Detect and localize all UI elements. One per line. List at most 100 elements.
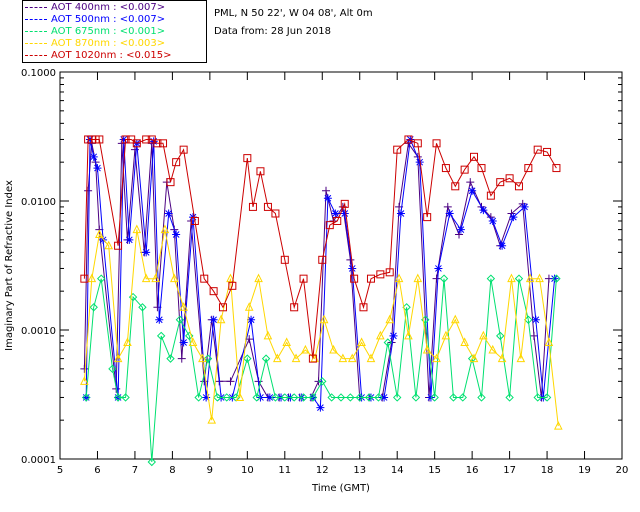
data-point [422, 344, 432, 354]
data-point [535, 273, 544, 283]
data-point [147, 457, 157, 467]
legend-item-675nm: AOT 675nm : <0.001> [25, 26, 165, 38]
data-point [87, 273, 97, 283]
data-point [445, 209, 454, 218]
data-point [385, 268, 394, 277]
data-point [213, 393, 222, 402]
legend-item-400nm: AOT 400nm : <0.007> [25, 2, 165, 14]
site-info: PML, N 50 22', W 04 08', Alt 0m [214, 8, 373, 19]
data-point [470, 152, 479, 161]
legend: AOT 400nm : <0.007> AOT 500nm : <0.007> … [22, 0, 207, 63]
data-point [357, 337, 366, 347]
data-point [359, 303, 368, 312]
data-point [392, 393, 402, 402]
data-point [348, 264, 357, 273]
x-tick-label: 16 [466, 465, 479, 476]
data-point [498, 241, 507, 250]
data-point [248, 202, 257, 211]
data-point [263, 330, 273, 340]
data-point [451, 182, 460, 191]
data-point [374, 393, 383, 402]
data-point [207, 415, 217, 424]
x-tick-label: 10 [241, 465, 254, 476]
data-point [507, 273, 516, 283]
data-point [366, 274, 375, 283]
x-tick-label: 17 [503, 465, 516, 476]
x-tick-label: 11 [278, 465, 291, 476]
x-tick-label: 8 [169, 465, 175, 476]
data-point [244, 302, 254, 311]
data-point [247, 315, 256, 324]
data-point [318, 377, 327, 386]
data-point [434, 264, 443, 273]
data-point [261, 354, 271, 363]
legend-label-870nm: AOT 870nm : <0.003> [51, 38, 166, 49]
data-point [289, 393, 299, 402]
data-point [185, 331, 194, 341]
data-point [331, 209, 340, 218]
data-point [423, 213, 432, 222]
data-point [121, 135, 130, 144]
x-tick-label: 13 [353, 465, 366, 476]
data-point [432, 274, 441, 283]
x-tick-label: 15 [428, 465, 441, 476]
data-point [194, 393, 203, 402]
legend-label-1020nm: AOT 1020nm : <0.015> [51, 50, 172, 61]
data-point [318, 255, 327, 264]
data-point [385, 314, 395, 324]
data-point [179, 145, 188, 154]
data-point [308, 393, 318, 402]
data-point [411, 393, 421, 402]
data-point [228, 281, 237, 290]
legend-item-1020nm: AOT 1020nm : <0.015> [25, 50, 171, 62]
data-point [95, 229, 104, 238]
data-point [329, 344, 338, 354]
data-point [552, 274, 561, 283]
data-point [263, 202, 272, 211]
data-point [413, 273, 423, 283]
data-point [80, 274, 89, 283]
data-point [93, 164, 102, 173]
data-point [396, 209, 405, 218]
data-point [336, 393, 346, 402]
data-point [415, 158, 424, 167]
data-point [404, 135, 413, 144]
data-point [108, 364, 117, 374]
data-point [525, 273, 535, 283]
data-point [355, 393, 364, 402]
data-point [299, 393, 308, 402]
data-point [97, 274, 106, 283]
data-point [468, 186, 477, 195]
data-point [226, 377, 235, 386]
data-point [327, 393, 336, 402]
data-point [271, 393, 280, 402]
data-point [439, 274, 449, 283]
data-point [99, 235, 108, 244]
data-point [553, 420, 563, 430]
data-point [432, 139, 441, 148]
data-point [113, 393, 123, 402]
data-point [209, 287, 218, 296]
legend-swatch-675nm [25, 30, 47, 32]
data-point [497, 353, 507, 363]
data-point [80, 376, 89, 385]
data-point [488, 344, 498, 354]
data-point [333, 216, 342, 225]
data-point [346, 393, 355, 402]
data-point [282, 337, 291, 347]
legend-label-675nm: AOT 675nm : <0.001> [51, 26, 166, 37]
data-point [394, 273, 404, 283]
data-point [479, 330, 488, 340]
data-point [290, 303, 299, 312]
data-point [505, 174, 514, 183]
data-point [460, 165, 469, 174]
data-point [151, 273, 160, 283]
data-point [460, 337, 469, 347]
data-point [505, 393, 514, 402]
data-point [319, 314, 329, 324]
x-axis-label: Time (GMT) [311, 483, 370, 494]
data-point [516, 353, 526, 363]
data-point [533, 145, 542, 154]
data-point [488, 216, 497, 225]
data-point [376, 270, 385, 279]
